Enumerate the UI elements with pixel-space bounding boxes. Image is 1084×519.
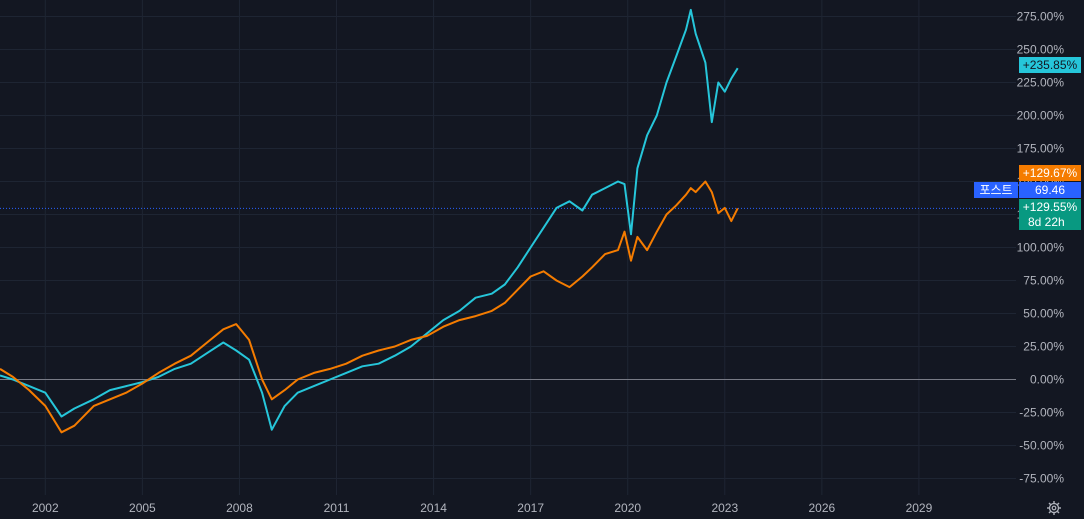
x-tick-label: 2005	[129, 501, 156, 515]
y-tick-label: 50.00%	[1023, 307, 1064, 321]
y-axis-labels: 275.00%250.00%225.00%200.00%175.00%150.0…	[1017, 10, 1065, 486]
y-tick-label: 225.00%	[1017, 76, 1065, 90]
y-tick-label: 100.00%	[1017, 241, 1065, 255]
gear-icon[interactable]	[1047, 501, 1061, 515]
svg-text:+235.85%: +235.85%	[1023, 58, 1078, 72]
symbol-tag[interactable]: 포스트	[974, 182, 1018, 198]
x-tick-label: 2011	[324, 501, 350, 515]
price-label: 69.46	[1019, 182, 1081, 198]
y-tick-label: 25.00%	[1023, 340, 1064, 354]
svg-text:포스트: 포스트	[979, 183, 1012, 197]
y-tick-label: 275.00%	[1017, 10, 1065, 24]
y-tick-label: 250.00%	[1017, 43, 1065, 57]
svg-text:+129.55%: +129.55%	[1023, 200, 1078, 214]
y-tick-label: 75.00%	[1023, 274, 1064, 288]
cyan-series-line[interactable]	[0, 8, 739, 431]
y-tick-label: 175.00%	[1017, 142, 1065, 156]
svg-text:8d 22h: 8d 22h	[1028, 215, 1065, 229]
x-tick-label: 2020	[614, 501, 641, 515]
cyan-price-label: +235.85%	[1019, 57, 1081, 73]
x-axis-labels: 2002 2005 2008 2011 2014 2017 2020 2023 2026 2029	[32, 501, 933, 515]
series-group	[0, 8, 739, 434]
y-tick-label: -25.00%	[1019, 406, 1064, 420]
svg-text:69.46: 69.46	[1035, 183, 1065, 197]
x-tick-label: 2002	[32, 501, 59, 515]
x-tick-label: 2014	[420, 501, 447, 515]
x-tick-label: 2029	[906, 501, 933, 515]
y-tick-label: 200.00%	[1017, 109, 1065, 123]
y-tick-label: -75.00%	[1019, 472, 1064, 486]
x-tick-label: 2023	[711, 501, 738, 515]
x-tick-label: 2026	[809, 501, 836, 515]
orange-series-line[interactable]	[0, 180, 739, 434]
svg-text:+129.67%: +129.67%	[1023, 166, 1078, 180]
x-tick-label: 2017	[517, 501, 544, 515]
y-tick-label: 0.00%	[1030, 373, 1064, 387]
x-tick-label: 2008	[226, 501, 253, 515]
change-label: +129.55% 8d 22h	[1019, 199, 1081, 230]
orange-price-label: +129.67%	[1019, 165, 1081, 181]
y-tick-label: -50.00%	[1019, 439, 1064, 453]
